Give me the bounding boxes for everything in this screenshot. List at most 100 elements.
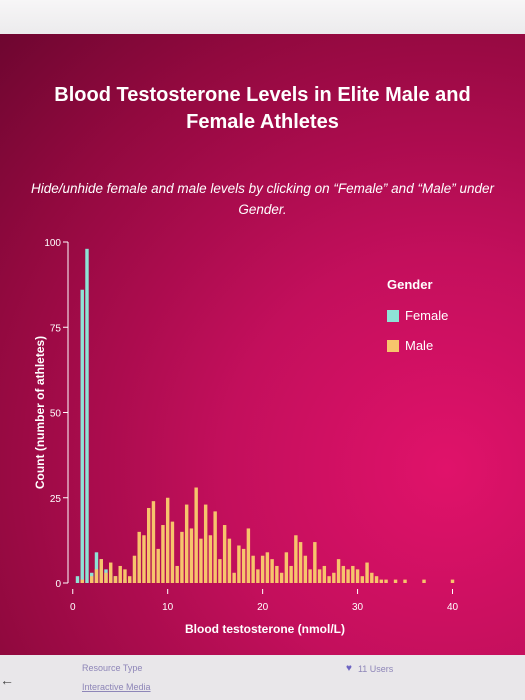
bar-male	[132, 555, 137, 583]
bar-male	[336, 559, 341, 583]
bar-male	[393, 579, 398, 583]
legend-swatch-female	[387, 309, 399, 322]
bar-male	[151, 501, 156, 583]
bar-male	[246, 528, 251, 583]
y-tick-label: 50	[50, 409, 62, 420]
bar-male	[128, 576, 132, 583]
bar-male	[313, 542, 317, 583]
users-count-label: 11 Users	[357, 663, 394, 674]
bar-male	[270, 559, 274, 583]
bar-male	[241, 548, 246, 583]
bar-male	[232, 572, 236, 583]
bar-male	[279, 572, 284, 583]
x-tick-label: 30	[352, 602, 364, 613]
bar-male	[327, 576, 331, 583]
bar-male	[360, 576, 365, 583]
bar-male	[260, 555, 265, 583]
x-tick-label: 0	[70, 602, 76, 613]
bar-male	[113, 576, 118, 583]
bar-male	[104, 572, 108, 583]
bar-male	[161, 525, 165, 583]
users-count: ♥ 11 Users	[346, 663, 393, 674]
y-tick-label: 0	[55, 579, 61, 590]
legend-item-female[interactable]: Female	[387, 308, 448, 323]
bar-male	[184, 504, 189, 583]
bar-male	[351, 565, 355, 583]
resource-type-label: Resource Type	[82, 663, 143, 673]
bar-male	[308, 569, 312, 583]
legend-swatch-male	[387, 339, 399, 352]
bar-male	[156, 548, 160, 583]
bar-male	[294, 535, 298, 583]
top-strip	[0, 0, 525, 34]
legend-label-female: Female	[405, 308, 449, 323]
bar-male	[370, 572, 374, 583]
bar-male	[227, 538, 232, 583]
bar-female	[80, 289, 84, 583]
bar-male	[275, 565, 279, 583]
bar-male	[346, 569, 350, 583]
bar-male	[332, 572, 336, 583]
bar-male	[180, 531, 184, 583]
y-axis-label: Count (number of athletes)	[33, 336, 47, 489]
bar-male	[251, 555, 255, 583]
bar-male	[189, 528, 194, 583]
bar-male	[298, 542, 303, 583]
bar-male	[256, 569, 260, 583]
bar-female	[85, 248, 89, 583]
bar-male	[341, 565, 346, 583]
bar-male	[322, 565, 327, 583]
bar-male	[203, 504, 208, 583]
bar-male	[450, 579, 455, 583]
x-tick-label: 10	[162, 602, 174, 613]
resource-type-link[interactable]: Interactive Media	[82, 682, 151, 692]
bar-male	[175, 565, 179, 583]
bar-male	[118, 565, 122, 583]
legend-label-male: Male	[405, 338, 434, 353]
bar-male	[355, 569, 360, 583]
chart-title: Blood Testosterone Levels in Elite Male …	[54, 84, 471, 133]
bar-female	[94, 552, 99, 583]
bar-male	[194, 487, 198, 583]
y-tick-label: 100	[44, 238, 61, 249]
y-tick-label: 25	[50, 494, 62, 505]
bar-male	[384, 579, 388, 583]
bar-male	[374, 576, 379, 583]
bar-male	[170, 521, 175, 583]
x-axis-label: Blood testosterone (nmol/L)	[185, 622, 345, 636]
bar-male	[365, 562, 369, 583]
bar-male	[265, 552, 270, 583]
bar-male	[199, 538, 203, 583]
x-tick-label: 20	[257, 602, 269, 613]
bar-male	[123, 569, 127, 583]
chart-subtitle: Hide/unhide female and male levels by cl…	[31, 181, 494, 217]
bar-male	[379, 579, 384, 583]
legend-title: Gender	[387, 277, 433, 292]
bar-male	[289, 565, 293, 583]
back-arrow-icon[interactable]: ←	[0, 672, 14, 688]
bar-male	[317, 569, 322, 583]
bar-male	[142, 535, 146, 583]
footer-bar	[0, 655, 525, 700]
bar-male	[90, 576, 94, 583]
bar-male	[80, 579, 84, 583]
bar-male	[165, 497, 170, 583]
y-tick-label: 75	[50, 323, 62, 334]
bar-male	[222, 525, 227, 583]
bar-male	[213, 511, 217, 583]
bar-female	[75, 576, 80, 583]
bar-male	[208, 535, 213, 583]
legend-item-male[interactable]: Male	[387, 338, 433, 353]
bar-male	[146, 507, 151, 583]
bar-male	[99, 559, 103, 583]
x-tick-label: 40	[447, 602, 459, 613]
bar-male	[422, 579, 426, 583]
bar-male	[94, 569, 99, 583]
heart-icon: ♥	[346, 663, 352, 674]
bar-male	[218, 559, 222, 583]
bar-male	[237, 545, 241, 583]
bar-male	[403, 579, 407, 583]
bar-male	[303, 555, 308, 583]
bar-male	[109, 562, 113, 583]
